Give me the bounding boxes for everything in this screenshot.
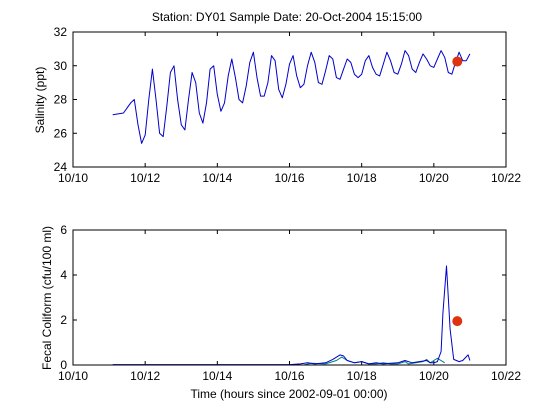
salinity-x-tick-label: 10/14 <box>202 171 232 185</box>
salinity-y-tick-label: 28 <box>54 93 68 107</box>
coliform-series-line-2 <box>112 265 471 366</box>
coliform-sample-point <box>452 316 463 327</box>
salinity-x-tick-label: 10/12 <box>130 171 160 185</box>
coliform-x-tick-label: 10/20 <box>419 369 449 383</box>
salinity-plot-frame <box>72 31 507 168</box>
coliform-y-tick-label: 6 <box>60 223 67 237</box>
chart-title: Station: DY01 Sample Date: 20-Oct-2004 1… <box>152 10 422 24</box>
coliform-panel: 10/10 10/12 10/14 10/16 10/18 10/20 10/220246 … <box>40 223 521 401</box>
coliform-x-tick-label: 10/22 <box>491 369 521 383</box>
x-axis-label: Time (hours since 2002-09-01 00:00) <box>191 387 388 401</box>
coliform-y-tick-label: 2 <box>60 313 67 327</box>
salinity-axis-ticks: 10/10 10/12 10/14 10/16 10/18 10/20 10/22 24 26 2… <box>54 25 522 185</box>
coliform-x-tick-label: 10/12 <box>130 369 160 383</box>
salinity-y-tick-label: 32 <box>54 25 68 39</box>
salinity-series-group <box>112 50 471 144</box>
salinity-sample-point <box>452 56 463 67</box>
coliform-x-tick-label: 10/14 <box>202 369 232 383</box>
coliform-y-tick-label: 0 <box>60 358 67 372</box>
salinity-x-tick-label: 10/10 <box>58 171 88 185</box>
salinity-y-axis-label: Salinity (ppt) <box>33 67 47 134</box>
coliform-x-tick-label: 10/10 <box>58 369 88 383</box>
coliform-axis-ticks: 10/10 10/12 10/14 10/16 10/18 10/20 10/22 0 2 4 6 <box>58 223 521 383</box>
salinity-series-line-1 <box>112 50 471 144</box>
coliform-plot-frame <box>72 229 507 366</box>
salinity-y-tick-label: 30 <box>54 59 68 73</box>
coliform-series-line-1 <box>112 356 445 366</box>
salinity-x-tick-label: 10/18 <box>347 171 377 185</box>
salinity-x-tick-label: 10/20 <box>419 171 449 185</box>
coliform-x-tick-label: 10/16 <box>274 369 304 383</box>
coliform-y-tick-label: 4 <box>60 268 67 282</box>
salinity-panel: Station: DY01 Sample Date: 20-Oct-2004 1… <box>33 10 521 185</box>
coliform-y-axis-label: Fecal Coliform (cfu/100 ml) <box>40 226 54 370</box>
salinity-y-tick-label: 26 <box>54 126 68 140</box>
coliform-x-tick-label: 10/18 <box>347 369 377 383</box>
salinity-x-tick-label: 10/16 <box>274 171 304 185</box>
coliform-series-group <box>112 265 471 366</box>
salinity-y-tick-label: 24 <box>54 160 68 174</box>
salinity-x-tick-label: 10/22 <box>491 171 521 185</box>
